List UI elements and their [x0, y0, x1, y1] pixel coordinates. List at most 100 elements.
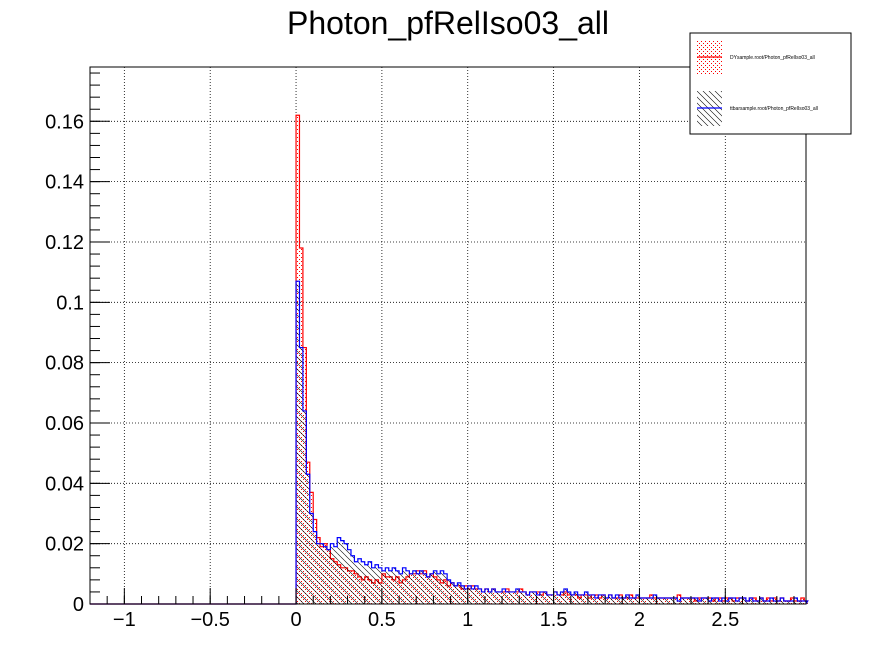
- histogram-bin: [433, 570, 437, 604]
- histogram-bin: [735, 600, 740, 604]
- histogram-bin: [800, 600, 805, 604]
- histogram-bin: [402, 567, 406, 604]
- histogram-bin: [697, 600, 702, 604]
- histogram-bin: [309, 513, 314, 604]
- x-tick-label: 0: [290, 609, 301, 631]
- y-tick-label: 0: [73, 594, 84, 616]
- histogram-bin: [649, 597, 654, 604]
- histogram-bin: [581, 594, 585, 604]
- histogram-bin: [426, 576, 430, 604]
- histogram-bin: [539, 591, 544, 604]
- y-tick-label: 0.16: [45, 111, 84, 133]
- x-tick-label: −0.5: [190, 609, 229, 631]
- histogram-bin: [677, 594, 681, 604]
- y-tick-label: 0.12: [45, 232, 84, 254]
- histogram-bin: [392, 567, 396, 604]
- histogram-bin: [495, 591, 499, 604]
- histogram-bin: [326, 549, 331, 604]
- x-tick-label: 1: [462, 609, 473, 631]
- histogram-bin: [350, 555, 355, 604]
- histogram-bin: [632, 597, 637, 604]
- histogram-bin: [443, 573, 448, 604]
- histogram-bin: [419, 570, 424, 604]
- histogram-bin: [598, 594, 602, 604]
- legend-label-dy: DYsample.root/Photon_pfRelIso03_all: [730, 55, 815, 61]
- histogram-bin: [721, 597, 726, 604]
- histogram-bin: [646, 597, 650, 604]
- histogram-bin: [409, 573, 413, 604]
- histogram-bin: [790, 600, 794, 604]
- histogram-bin: [574, 591, 578, 604]
- histogram-bin: [371, 567, 376, 604]
- histogram-outline: [90, 280, 809, 605]
- histogram-bin: [739, 597, 743, 604]
- histogram-bin: [752, 600, 757, 604]
- histogram-bin: [515, 588, 520, 604]
- histogram-bin: [639, 597, 643, 604]
- histogram-bin: [354, 561, 358, 604]
- histogram-bin: [776, 600, 781, 604]
- histogram-bin: [447, 579, 451, 604]
- histogram-bin: [680, 597, 685, 604]
- y-tick-label: 0.14: [45, 172, 84, 194]
- y-tick-label: 0.04: [45, 473, 84, 495]
- histogram-bin: [728, 597, 733, 604]
- histogram-bin: [333, 546, 338, 604]
- histogram-bin: [454, 585, 458, 604]
- chart-title: Photon_pfRelIso03_all: [287, 5, 609, 41]
- histogram-bin: [766, 600, 770, 604]
- histogram-bin: [749, 597, 753, 604]
- histogram-bin: [745, 600, 750, 604]
- histogram-bin: [467, 585, 472, 604]
- histogram-bin: [546, 594, 551, 604]
- y-tick-label: 0.1: [56, 292, 84, 314]
- histogram-bin: [718, 600, 722, 604]
- histogram-bin: [302, 410, 307, 604]
- plot-frame: [89, 66, 807, 605]
- histogram-bin: [587, 594, 592, 604]
- histogram-bin: [368, 561, 372, 604]
- histogram-bin: [629, 597, 633, 604]
- histogram-bin: [388, 570, 393, 604]
- x-tick-label: 2.5: [711, 609, 739, 631]
- histogram-bin: [361, 561, 365, 604]
- histogram-bin: [618, 597, 623, 604]
- histogram-bin: [347, 549, 351, 604]
- legend-label-ttbar: ttbarsample.root/Photon_pfRelIso03_all: [730, 106, 818, 112]
- histogram-bin: [313, 531, 317, 604]
- histogram-bin: [474, 585, 479, 604]
- histogram-bin: [636, 594, 640, 604]
- histogram-bin: [484, 588, 489, 604]
- histogram-bin: [502, 588, 506, 604]
- histogram-bin: [320, 543, 324, 604]
- histogram-bin: [780, 597, 784, 604]
- x-tick-label: 0.5: [368, 609, 396, 631]
- histogram-bin: [429, 573, 434, 604]
- grid-lines: [90, 67, 806, 604]
- histogram-bin: [532, 591, 537, 604]
- histogram-bin: [378, 567, 382, 604]
- histogram-bin: [522, 591, 527, 604]
- histogram-bin: [563, 588, 568, 604]
- histogram-bin: [694, 597, 698, 604]
- y-tick-label: 0.06: [45, 413, 84, 435]
- histogram-bin: [498, 591, 503, 604]
- histogram-bin: [584, 591, 588, 604]
- histogram-bin: [478, 588, 482, 604]
- histogram-bin: [625, 594, 630, 604]
- histogram-bin: [642, 597, 647, 604]
- x-tick-label: 2: [634, 609, 645, 631]
- series-1: [90, 280, 809, 605]
- histogram-bin: [450, 582, 455, 604]
- histogram-bin: [471, 588, 475, 604]
- histogram-bin: [653, 594, 657, 604]
- histogram-bin: [756, 600, 760, 604]
- histogram-bin: [375, 564, 379, 604]
- histogram-bin: [385, 567, 389, 604]
- histogram-bin: [615, 594, 619, 604]
- x-tick-label: 1.5: [540, 609, 568, 631]
- histogram-bin: [769, 597, 774, 604]
- histogram-bin: [605, 597, 609, 604]
- histogram-bin: [299, 347, 303, 604]
- histogram-bin: [714, 597, 719, 604]
